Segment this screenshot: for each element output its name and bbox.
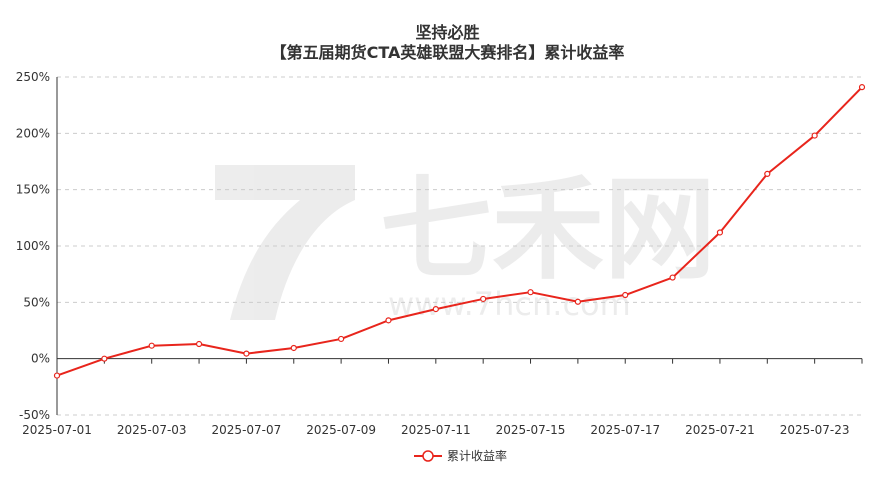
data-point[interactable]	[432, 305, 439, 313]
y-tick-label: 100%	[16, 239, 50, 253]
data-point[interactable]	[243, 350, 250, 357]
data-point[interactable]	[290, 344, 297, 352]
data-point[interactable]	[858, 84, 866, 91]
legend-marker-icon	[422, 450, 434, 462]
x-tick-label: 2025-07-07	[212, 423, 282, 437]
data-point[interactable]	[716, 229, 724, 236]
data-point[interactable]	[195, 340, 203, 348]
y-tick-label: -50%	[19, 408, 50, 422]
chart-title: 坚持必胜	[415, 23, 480, 42]
x-tick-label: 2025-07-01	[22, 423, 92, 437]
x-tick-label: 2025-07-09	[306, 423, 376, 437]
data-point[interactable]	[622, 291, 629, 299]
data-point[interactable]	[527, 289, 534, 296]
y-tick-label: 50%	[23, 295, 50, 309]
x-tick-label: 2025-07-03	[117, 423, 187, 437]
x-tick-label: 2025-07-17	[590, 423, 660, 437]
watermark-url: www.7hcn.com	[388, 285, 631, 323]
data-point[interactable]	[53, 372, 61, 379]
y-tick-label: 200%	[16, 126, 50, 140]
watermark-seven-icon	[215, 165, 355, 320]
series-layer	[53, 84, 866, 379]
axes: -50% 0% 50% 100% 150% 200% 250% 2025-07-01 2025-…	[16, 70, 863, 437]
data-point[interactable]	[148, 342, 155, 349]
data-point[interactable]	[480, 295, 487, 303]
x-tick-label: 2025-07-11	[401, 423, 471, 437]
data-point[interactable]	[669, 274, 676, 281]
legend-label: 累计收益率	[447, 448, 507, 463]
y-tick-label: 250%	[16, 70, 50, 84]
data-point[interactable]	[385, 317, 392, 324]
x-tick-label: 2025-07-15	[496, 423, 566, 437]
data-point[interactable]	[338, 335, 345, 343]
data-point[interactable]	[764, 170, 771, 177]
x-tick-label: 2025-07-21	[685, 423, 755, 437]
data-point[interactable]	[101, 355, 108, 362]
y-tick-label: 0%	[31, 352, 50, 366]
grid-lines	[57, 76, 862, 416]
chart-subtitle: 【第五届期货CTA英雄联盟大赛排名】累计收益率	[270, 43, 625, 62]
y-tick-label: 150%	[16, 183, 50, 197]
x-tick-label: 2025-07-23	[780, 423, 850, 437]
series-line	[56, 86, 863, 377]
legend[interactable]: 累计收益率	[414, 448, 507, 463]
watermark-text: 七禾网	[380, 165, 716, 295]
data-point[interactable]	[811, 132, 818, 139]
data-point[interactable]	[574, 298, 581, 305]
watermark-logo: 七禾网 www.7hcn.com	[215, 165, 716, 323]
